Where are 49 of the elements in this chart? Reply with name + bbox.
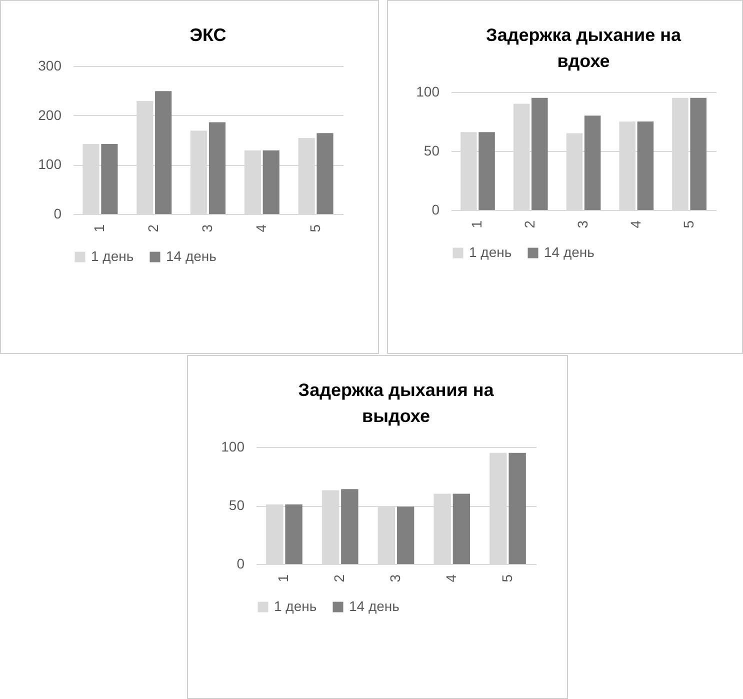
bar: [316, 133, 333, 214]
bar: [690, 98, 706, 210]
bar: [636, 122, 654, 210]
x-tick-label: 1: [468, 220, 484, 228]
bar: [262, 150, 279, 214]
x-tick-label: 1: [90, 224, 107, 232]
x-tick-label: 5: [680, 220, 696, 228]
y-tick-label: 100: [38, 156, 62, 172]
x-tick-label: 5: [498, 574, 514, 582]
y-tick-label: 50: [228, 497, 244, 513]
y-tick-label: 300: [38, 58, 62, 74]
x-tick-label: 2: [330, 574, 347, 582]
bar: [284, 504, 302, 564]
y-tick-label: 0: [431, 202, 440, 218]
chart-title: Задержка дыхание на вдохе: [486, 25, 682, 71]
legend-label: 14 день: [348, 598, 399, 614]
x-tick-label: 3: [386, 574, 402, 582]
bar: [584, 116, 600, 210]
y-tick-label: 0: [53, 206, 62, 222]
legend-label: 1 день: [274, 598, 316, 614]
x-tick-label: 3: [574, 220, 590, 228]
bar: [452, 494, 470, 564]
bar: [208, 122, 226, 214]
x-tick-label: 4: [442, 574, 458, 582]
y-tick-label: 0: [236, 556, 244, 572]
chart-title: Задержка дыхания на выдохе: [298, 380, 494, 426]
legend-label: 14 день: [544, 244, 594, 260]
chart-title: ЭКС: [189, 25, 226, 45]
x-tick-label: 4: [626, 220, 643, 228]
y-tick-label: 100: [220, 438, 244, 454]
x-tick-label: 5: [306, 224, 322, 232]
bar: [508, 452, 526, 564]
bar: [396, 506, 414, 564]
x-tick-label: 1: [274, 574, 291, 582]
x-tick-label: 2: [144, 224, 161, 232]
bar: [100, 144, 118, 214]
x-tick-label: 2: [521, 220, 538, 228]
y-tick-label: 200: [38, 106, 62, 123]
y-tick-label: 50: [423, 142, 440, 158]
x-tick-label: 3: [198, 224, 214, 232]
legend-label: 1 день: [468, 244, 512, 260]
bar: [478, 132, 494, 210]
x-tick-label: 4: [252, 224, 268, 232]
y-tick-label: 100: [416, 84, 440, 100]
legend-label: 14 день: [166, 248, 216, 264]
bar: [154, 91, 172, 214]
bar: [340, 489, 358, 564]
bar: [531, 98, 548, 210]
legend-label: 1 день: [90, 248, 134, 264]
